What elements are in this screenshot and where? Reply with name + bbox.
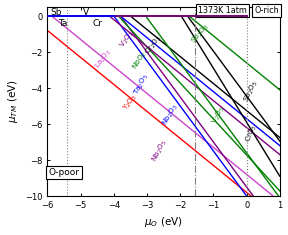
- Text: Nb$_2$O$_3$: Nb$_2$O$_3$: [160, 102, 181, 128]
- Text: Y$_2$O$_3$: Y$_2$O$_3$: [121, 92, 140, 113]
- Text: V$_2$O$_5$: V$_2$O$_5$: [210, 104, 227, 126]
- Text: La$_2$O$_3$: La$_2$O$_3$: [93, 47, 115, 71]
- Text: NbO$_2$: NbO$_2$: [131, 50, 150, 72]
- Text: Sb: Sb: [50, 8, 62, 17]
- Text: O-poor: O-poor: [49, 168, 79, 177]
- Text: V: V: [83, 8, 89, 17]
- Text: V$_2$O$_3$: V$_2$O$_3$: [118, 29, 137, 50]
- Text: Nb$_2$O$_5$: Nb$_2$O$_5$: [150, 138, 170, 164]
- Text: 1373K 1atm: 1373K 1atm: [198, 6, 247, 15]
- Text: Cr: Cr: [92, 19, 102, 28]
- Text: Cr$_2$O$_3$: Cr$_2$O$_3$: [143, 33, 164, 57]
- Text: Sb$_2$O$_5$: Sb$_2$O$_5$: [242, 79, 261, 104]
- Text: CrO$_3$: CrO$_3$: [243, 123, 260, 144]
- Text: Ta: Ta: [58, 19, 67, 28]
- Text: O-rich: O-rich: [254, 6, 279, 15]
- Y-axis label: $\mu_{TM}$ (eV): $\mu_{TM}$ (eV): [5, 80, 20, 123]
- Text: Ta$_2$O$_5$: Ta$_2$O$_5$: [132, 72, 152, 97]
- X-axis label: $\mu_O$ (eV): $\mu_O$ (eV): [144, 215, 183, 229]
- Text: Sb$_2$O$_3$: Sb$_2$O$_3$: [189, 22, 211, 46]
